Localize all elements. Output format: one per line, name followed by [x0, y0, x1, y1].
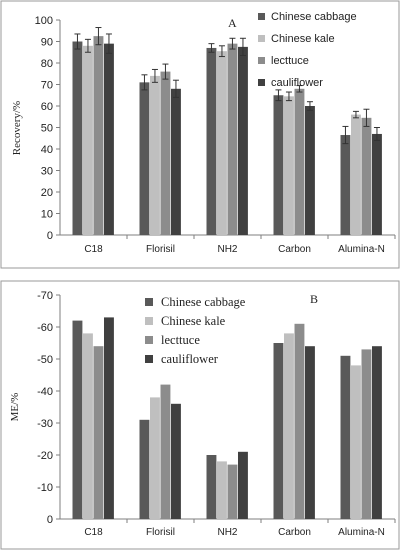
bar-florisil-1 [150, 75, 160, 236]
bar-florisil-3 [171, 403, 181, 519]
bar-c18-3 [104, 43, 114, 236]
x-tick-label: NH2 [217, 244, 237, 255]
y-tick-label: 0 [47, 230, 53, 242]
bar-nh2-0 [206, 455, 217, 519]
bar-florisil-2 [160, 384, 171, 519]
bar-carbon-0 [273, 343, 284, 519]
y-tick-label: -70 [37, 290, 53, 302]
y-tick-label: 10 [41, 209, 53, 221]
legend-entry: Chinese kale [271, 33, 335, 45]
bar-carbon-3 [305, 106, 315, 235]
bar-nh2-3 [238, 451, 248, 519]
legend-swatch [258, 35, 265, 42]
bar-florisil-0 [139, 82, 150, 235]
bar-alumina-n-3 [372, 133, 382, 235]
x-tick-label: Carbon [278, 527, 311, 538]
chart-panel-b: 0 -10 -20 -30 -40 -50 -60 -70 ME/% B C18 Florisil NH… [0, 280, 400, 550]
y-tick-label: -10 [37, 482, 53, 494]
bar-alumina-n-1 [351, 365, 361, 519]
y-axis-label: Recovery/% [11, 101, 23, 155]
legend-entry: cauliflower [271, 77, 323, 89]
panel-label: B [310, 292, 318, 306]
y-tick-label: -20 [37, 450, 53, 462]
bar-nh2-3 [238, 46, 248, 235]
panel-label: A [228, 16, 237, 30]
bar-carbon-1 [284, 333, 294, 519]
legend-entry: lecttuce [161, 333, 200, 347]
bar-florisil-3 [171, 88, 181, 235]
y-tick-label: -50 [37, 354, 53, 366]
legend-entry: Chinese kale [161, 314, 226, 328]
bar-alumina-n-1 [351, 114, 361, 235]
bar-c18-1 [83, 45, 93, 235]
y-tick-label: 0 [47, 514, 53, 526]
y-tick-label: 100 [35, 15, 53, 27]
y-tick-label: 30 [41, 166, 53, 178]
y-tick-label: 40 [41, 144, 53, 156]
x-tick-label: Alumina-N [338, 527, 385, 538]
bar-nh2-1 [217, 461, 227, 519]
panel-border [0, 280, 400, 550]
bar-alumina-n-0 [340, 135, 351, 235]
bar-c18-0 [72, 41, 83, 235]
bar-florisil-1 [150, 397, 160, 519]
bar-c18-1 [83, 333, 93, 519]
bar-nh2-2 [227, 464, 238, 519]
panel-border [0, 0, 400, 269]
x-tick-label: C18 [84, 527, 103, 538]
legend-swatch [258, 79, 265, 86]
bar-carbon-2 [294, 88, 305, 235]
x-tick-label: NH2 [217, 527, 237, 538]
legend-swatch [145, 355, 153, 363]
y-tick-label: -60 [37, 322, 53, 334]
bar-florisil-2 [160, 71, 171, 235]
legend-swatch [145, 298, 153, 306]
bar-c18-2 [93, 36, 104, 235]
bar-nh2-0 [206, 47, 217, 236]
x-tick-label: Florisil [146, 527, 175, 538]
x-tick-label: C18 [84, 244, 103, 255]
y-tick-label: 90 [41, 37, 53, 49]
y-tick-label: 80 [41, 58, 53, 70]
legend-swatch [258, 57, 265, 64]
bar-nh2-1 [217, 51, 227, 235]
chart-panel-a: 0 10 20 30 40 50 60 70 80 90 100 Recovery/% A C18 Flor… [0, 0, 400, 269]
legend-swatch [145, 317, 153, 325]
bar-carbon-3 [305, 346, 315, 519]
x-tick-label: Carbon [278, 244, 311, 255]
legend-entry: Chinese cabbage [271, 11, 357, 23]
bar-alumina-n-2 [361, 117, 372, 235]
legend-entry: Chinese cabbage [161, 295, 246, 309]
legend-entry: lecttuce [271, 55, 309, 67]
y-tick-label: -30 [37, 418, 53, 430]
x-tick-label: Alumina-N [338, 244, 385, 255]
legend-swatch [258, 13, 265, 20]
bar-alumina-n-0 [340, 355, 351, 519]
y-axis-label: ME/% [9, 393, 21, 422]
y-tick-label: 50 [41, 123, 53, 135]
bar-florisil-0 [139, 419, 150, 519]
bar-alumina-n-3 [372, 346, 382, 519]
bar-c18-3 [104, 317, 114, 519]
bar-carbon-2 [294, 323, 305, 519]
legend-entry: cauliflower [161, 352, 219, 366]
bar-carbon-1 [284, 96, 294, 235]
y-tick-label: -40 [37, 386, 53, 398]
y-tick-label: 20 [41, 187, 53, 199]
bar-nh2-2 [227, 43, 238, 236]
bar-carbon-0 [273, 95, 284, 235]
bar-c18-2 [93, 346, 104, 519]
bar-alumina-n-2 [361, 349, 372, 519]
bar-c18-0 [72, 320, 83, 519]
x-tick-label: Florisil [146, 244, 175, 255]
y-tick-label: 70 [41, 80, 53, 92]
legend-swatch [145, 336, 153, 344]
y-tick-label: 60 [41, 101, 53, 113]
